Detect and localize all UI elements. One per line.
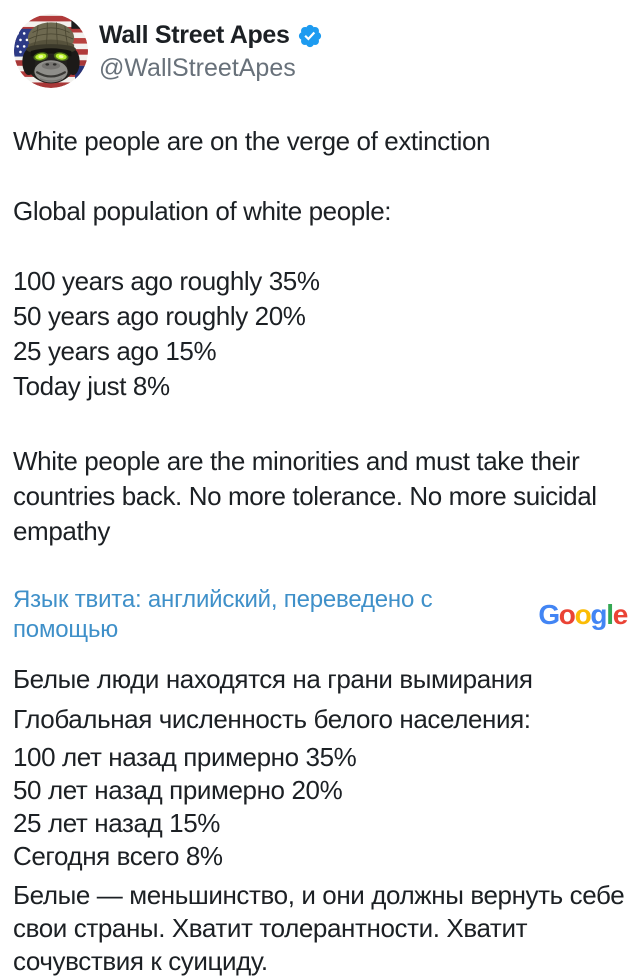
google-logo: Google: [538, 599, 629, 630]
google-logo-letter: g: [590, 599, 607, 630]
translation-meta: Язык твита: английский, переведено с пом…: [13, 585, 629, 645]
identity-block: Wall Street Apes @WallStreetApes: [99, 20, 323, 83]
translated-paragraph: Белые люди находятся на грани вымирания: [13, 664, 533, 694]
translated-stat-line: 25 лет назад 15%: [13, 808, 220, 838]
translated-text: Белые люди находятся на грани вымирания …: [13, 663, 627, 978]
translated-paragraph: Белые — меньшинство, и они должны вернут…: [13, 880, 625, 976]
display-name[interactable]: Wall Street Apes: [99, 20, 290, 49]
translated-stat-line: Сегодня всего 8%: [13, 841, 223, 871]
tweet-paragraph: White people are the minorities and must…: [13, 446, 597, 546]
tweet-text: White people are on the verge of extinct…: [13, 124, 627, 549]
translated-stat-line: 100 лет назад примерно 35%: [13, 742, 357, 772]
tweet-header[interactable]: Wall Street Apes @WallStreetApes: [0, 0, 640, 88]
translation-meta-label: Язык твита: английский, переведено с пом…: [13, 586, 433, 643]
google-logo-letter: e: [612, 599, 629, 630]
tweet-stat-line: 25 years ago 15%: [13, 336, 217, 366]
google-logo-letter: G: [538, 599, 560, 630]
tweet-stats-block: 100 years ago roughly 35% 50 years ago r…: [13, 264, 627, 404]
tweet-stat-line: 100 years ago roughly 35%: [13, 266, 320, 296]
translated-paragraph: Глобальная численность белого населения:: [13, 704, 531, 734]
ape-avatar-image: [14, 14, 88, 88]
translated-stats-block: 100 лет назад примерно 35% 50 лет назад …: [13, 741, 627, 873]
translated-stat-line: 50 лет назад примерно 20%: [13, 775, 343, 805]
verified-badge-icon: [298, 24, 321, 47]
google-logo-letter: o: [574, 599, 592, 630]
tweet-stat-line: Today just 8%: [13, 371, 170, 401]
tweet-paragraph: White people are on the verge of extinct…: [13, 126, 491, 156]
avatar[interactable]: [14, 14, 88, 88]
tweet-paragraph: Global population of white people:: [13, 196, 392, 226]
google-logo-letter: l: [606, 599, 614, 630]
google-logo-letter: o: [558, 599, 576, 630]
user-handle[interactable]: @WallStreetApes: [99, 53, 296, 82]
tweet-stat-line: 50 years ago roughly 20%: [13, 301, 306, 331]
